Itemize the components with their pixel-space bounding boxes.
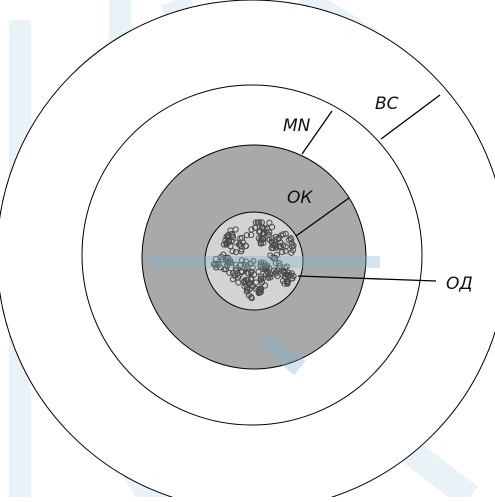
- particle: [262, 265, 270, 272]
- leader-line-core: [295, 197, 350, 237]
- particle: [242, 258, 249, 265]
- particle: [267, 271, 274, 278]
- particle: [242, 242, 250, 250]
- particle: [255, 268, 262, 275]
- particle: [232, 265, 239, 272]
- particle: [228, 230, 235, 237]
- particle: [275, 235, 282, 242]
- particle: [270, 255, 278, 262]
- particle: [248, 226, 255, 233]
- particle: [273, 268, 280, 275]
- particle: [253, 279, 260, 286]
- particle: [282, 248, 289, 255]
- particle: [245, 270, 252, 277]
- particle: [251, 271, 258, 278]
- particle: [259, 235, 266, 242]
- particle: [246, 280, 253, 287]
- particle: [227, 227, 234, 234]
- particle: [256, 219, 263, 226]
- particle: [279, 249, 286, 256]
- particle: [263, 262, 271, 269]
- particle: [268, 238, 275, 245]
- particle: [271, 241, 279, 248]
- particle: [259, 265, 266, 272]
- particle: [248, 276, 255, 283]
- leader-line-middle: [301, 110, 333, 155]
- particle: [212, 255, 219, 262]
- particle: [288, 270, 295, 277]
- particle: [267, 274, 274, 281]
- leader-line-outer: [380, 94, 441, 140]
- particle: [217, 264, 224, 271]
- particle: [283, 278, 290, 285]
- particle: [246, 292, 253, 299]
- particle: [241, 265, 248, 272]
- particle-cluster: [210, 219, 297, 302]
- particle: [212, 264, 220, 271]
- particle: [268, 244, 275, 252]
- particle: [263, 225, 270, 232]
- particle: [257, 240, 264, 247]
- particle: [249, 264, 256, 271]
- particle: [281, 264, 288, 271]
- particle: [285, 236, 292, 243]
- particle: [225, 254, 232, 261]
- particle: [250, 258, 257, 265]
- particle: [238, 257, 245, 264]
- particle: [257, 289, 264, 296]
- particle: [229, 269, 237, 276]
- particle: [257, 273, 265, 280]
- particle: [222, 254, 229, 261]
- label-middle-ring: MN: [283, 116, 311, 136]
- particle: [252, 219, 260, 226]
- particle: [238, 246, 245, 253]
- particle: [267, 252, 274, 259]
- watermark-core-tint: [150, 256, 380, 376]
- particle: [279, 231, 287, 238]
- particle: [222, 265, 229, 273]
- particle: [232, 249, 239, 256]
- particle: [289, 243, 296, 250]
- particle: [239, 234, 246, 241]
- particle: [257, 259, 265, 266]
- particle: [256, 229, 263, 236]
- particle: [219, 256, 226, 263]
- particle: [226, 269, 233, 276]
- particle: [243, 232, 250, 239]
- particle: [223, 239, 230, 246]
- leader-line-center: [297, 275, 437, 282]
- particle: [265, 231, 272, 238]
- particle: [288, 249, 295, 256]
- label-core-zone: ОК: [287, 188, 313, 208]
- label-center: ОД: [446, 274, 473, 294]
- particle: [236, 272, 243, 279]
- particle: [258, 279, 266, 286]
- particle: [287, 235, 294, 242]
- particle: [229, 248, 236, 255]
- particle: [276, 264, 283, 272]
- particle: [229, 276, 236, 283]
- particle: [282, 230, 289, 237]
- particle: [246, 286, 253, 293]
- particle: [282, 243, 289, 250]
- label-outer-ring: ВС: [375, 94, 399, 114]
- particle: [269, 242, 276, 249]
- particle: [260, 224, 267, 231]
- particle: [266, 219, 273, 226]
